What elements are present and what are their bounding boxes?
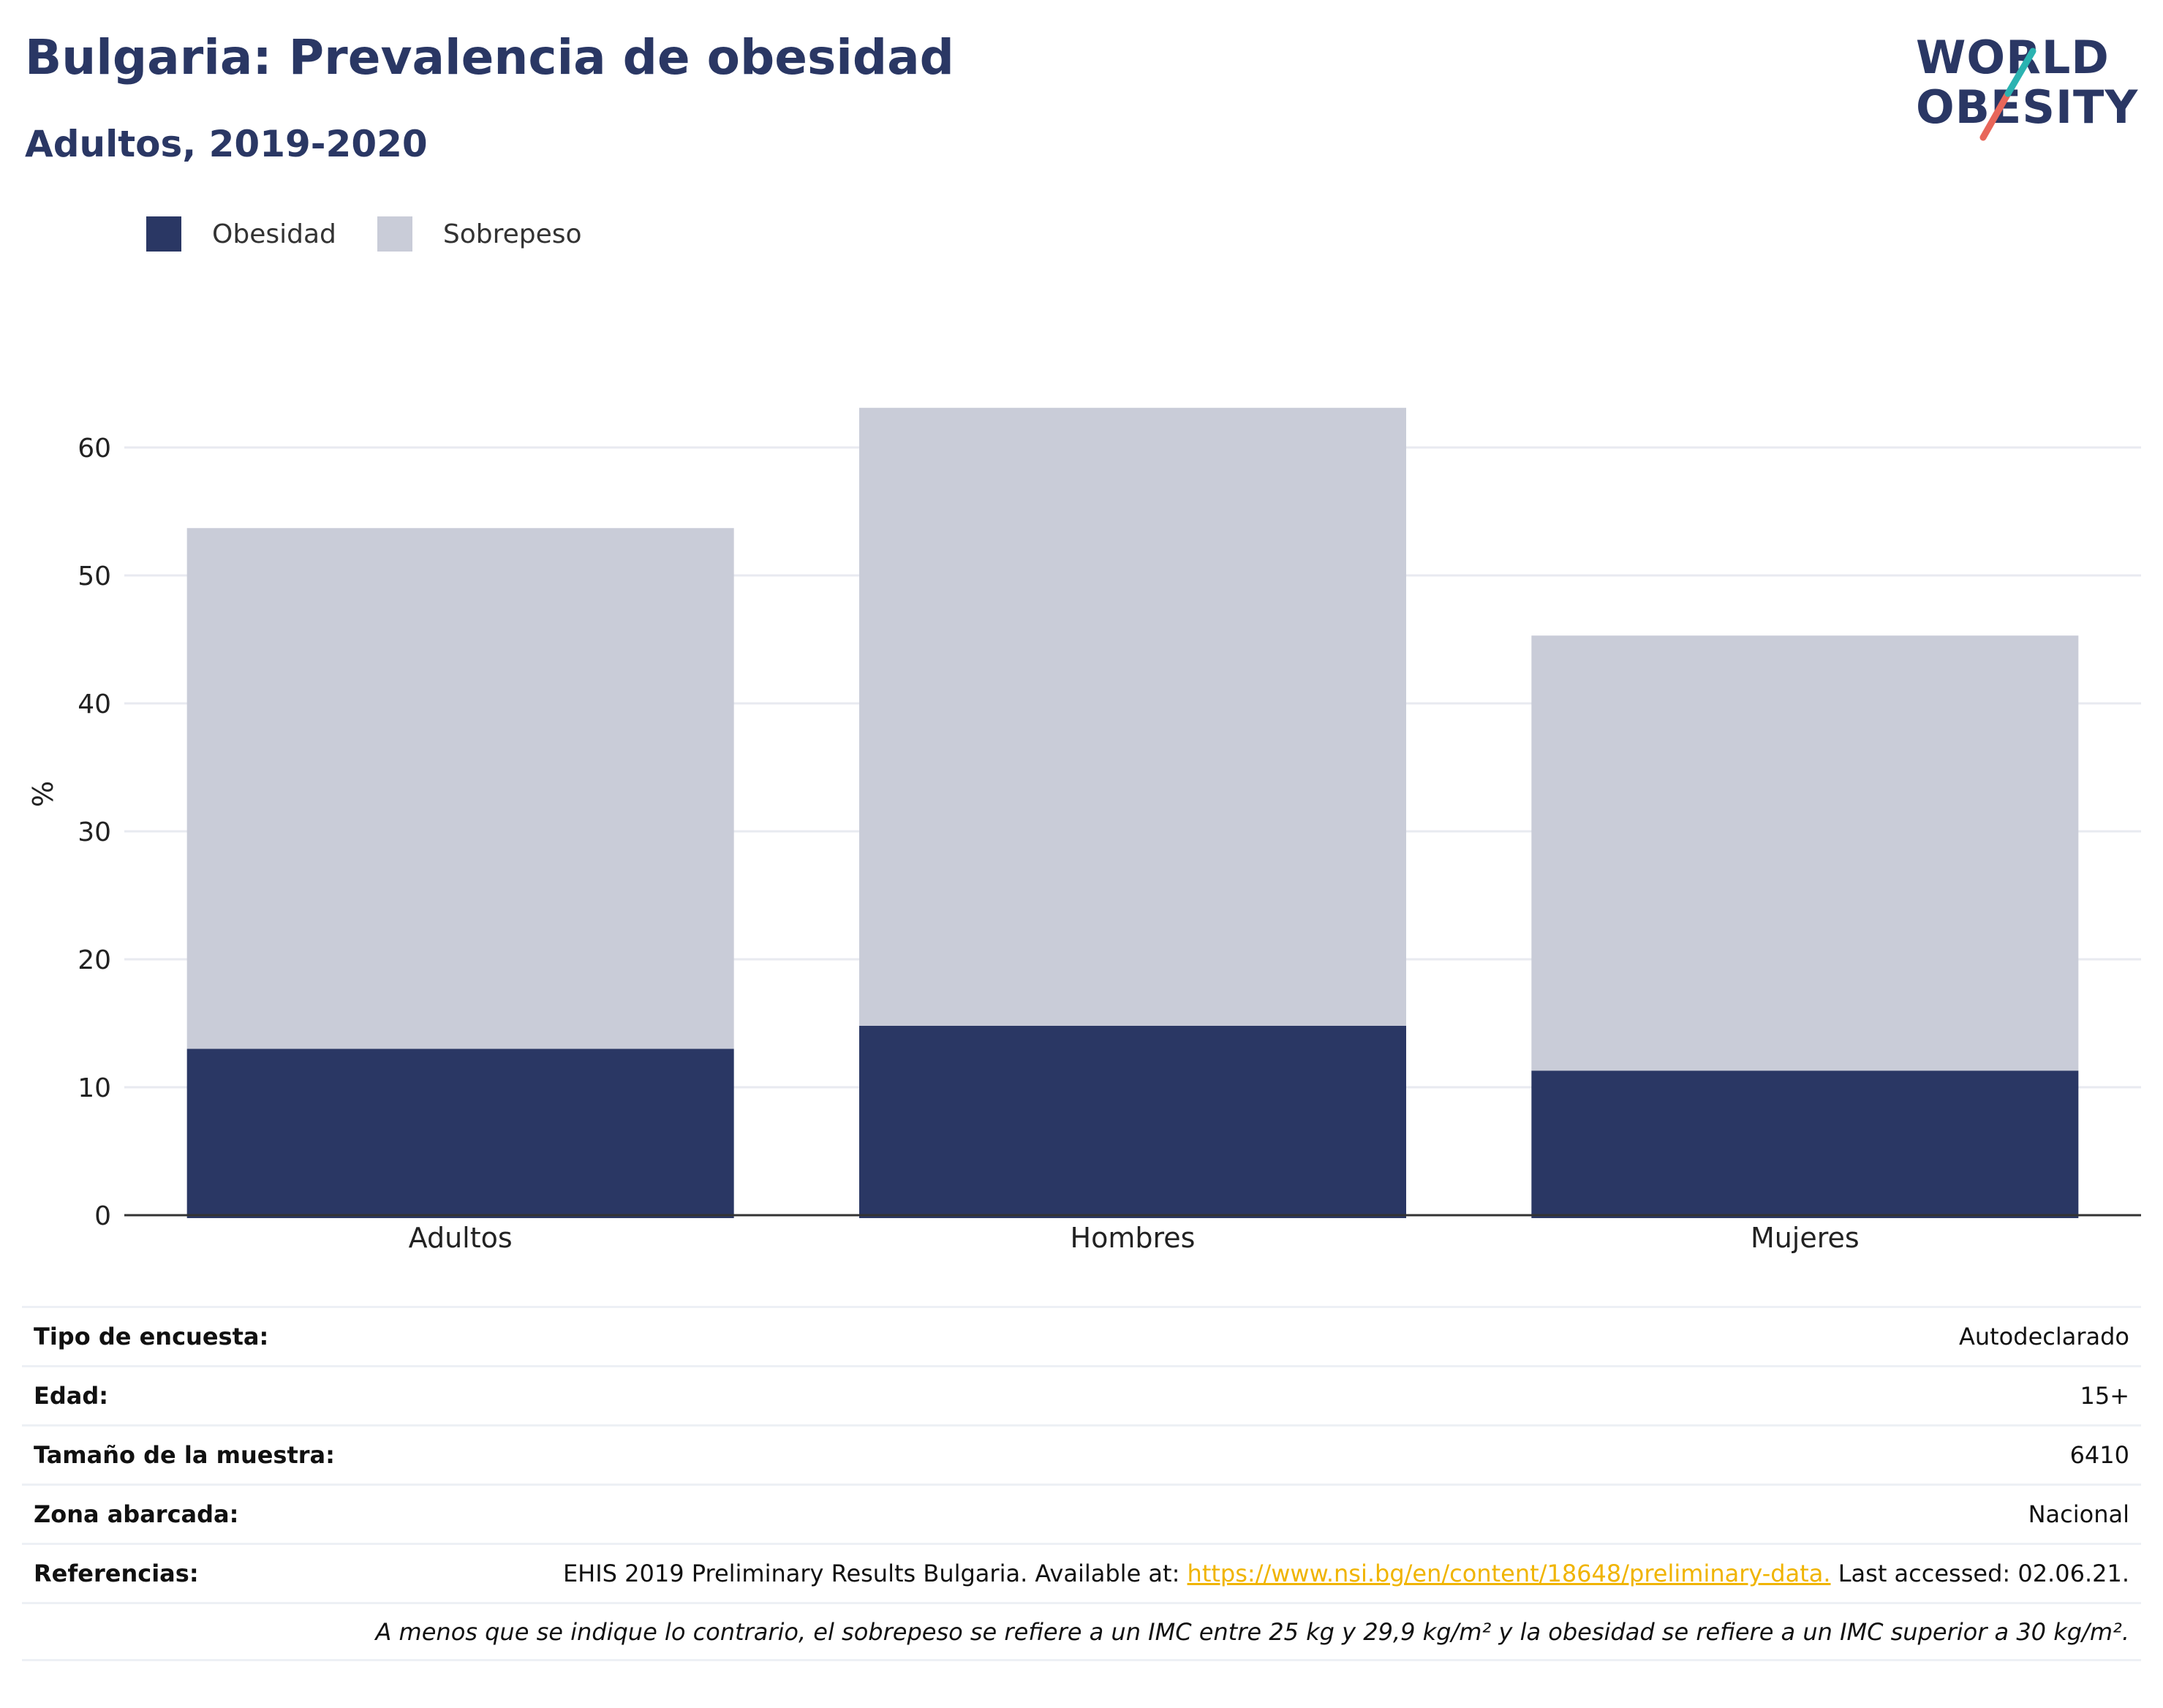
world-obesity-logo: WORLD OBESITY [1901, 22, 2150, 154]
info-label: Tipo de encuesta: [34, 1323, 269, 1350]
legend-label-sobrepeso: Sobrepeso [442, 219, 582, 249]
legend-label-obesidad: Obesidad [212, 219, 336, 249]
bar-sobrepeso-adultos [186, 528, 734, 1049]
bar-obesidad-hombres [859, 1026, 1406, 1218]
chart-title: Bulgaria: Prevalencia de obesidad [25, 29, 954, 86]
info-value: Autodeclarado [1958, 1323, 2129, 1350]
info-row-survey-type: Tipo de encuesta: Autodeclarado [22, 1306, 2141, 1365]
y-tick-label: 10 [78, 1073, 111, 1103]
bar-sobrepeso-mujeres [1531, 635, 2079, 1071]
info-value: 15+ [2080, 1382, 2129, 1410]
y-tick-label: 0 [94, 1201, 111, 1231]
y-tick-label: 50 [78, 562, 111, 592]
y-axis-label: % [27, 781, 59, 807]
info-value: Nacional [2028, 1500, 2129, 1528]
references-accessed: Last accessed: 02.06.21. [1830, 1560, 2129, 1587]
y-tick-label: 60 [78, 434, 111, 464]
bar-chart: 0 10 20 30 40 50 60% Adultos Hombres Mujeres [27, 407, 2141, 1254]
legend-swatch-sobrepeso [377, 216, 412, 252]
info-row-age: Edad: 15+ [22, 1365, 2141, 1424]
references-link[interactable]: https://www.nsi.bg/en/content/18648/prel… [1187, 1560, 1831, 1587]
legend-item-obesidad[interactable]: Obesidad [146, 216, 336, 252]
y-tick-label: 30 [78, 817, 111, 847]
references-text: EHIS 2019 Preliminary Results Bulgaria. … [562, 1560, 1188, 1587]
y-tick-label: 20 [78, 945, 111, 975]
legend-item-sobrepeso[interactable]: Sobrepeso [377, 216, 582, 252]
logo-line-2: OBESITY [1916, 80, 2139, 134]
info-row-sample-size: Tamaño de la muestra: 6410 [22, 1424, 2141, 1484]
info-row-references: Referencias: EHIS 2019 Preliminary Resul… [22, 1543, 2141, 1602]
y-tick-label: 40 [78, 689, 111, 719]
chart-subtitle: Adultos, 2019-2020 [25, 123, 428, 165]
bar-sobrepeso-hombres [859, 407, 1406, 1026]
logo-line-1: WORLD [1916, 31, 2110, 84]
info-label: Zona abarcada: [34, 1500, 239, 1528]
x-tick-label: Mujeres [1751, 1222, 1860, 1254]
info-label: Referencias: [34, 1560, 199, 1587]
bar-obesidad-adultos [186, 1048, 734, 1218]
info-table: Tipo de encuesta: Autodeclarado Edad: 15… [22, 1306, 2141, 1661]
definition-note: A menos que se indique lo contrario, el … [375, 1617, 2129, 1646]
info-row-note: A menos que se indique lo contrario, el … [22, 1602, 2141, 1661]
chart-legend: Obesidad Sobrepeso [146, 216, 623, 252]
legend-swatch-obesidad [146, 216, 181, 252]
x-tick-label: Hombres [1071, 1222, 1196, 1254]
logo-slash-icon [1979, 48, 2036, 141]
info-label: Edad: [34, 1382, 109, 1410]
references-value: EHIS 2019 Preliminary Results Bulgaria. … [563, 1560, 2129, 1587]
info-row-coverage: Zona abarcada: Nacional [22, 1484, 2141, 1543]
info-label: Tamaño de la muestra: [34, 1441, 335, 1469]
info-value: 6410 [2069, 1441, 2129, 1469]
x-tick-label: Adultos [409, 1222, 513, 1254]
bar-obesidad-mujeres [1531, 1070, 2079, 1218]
